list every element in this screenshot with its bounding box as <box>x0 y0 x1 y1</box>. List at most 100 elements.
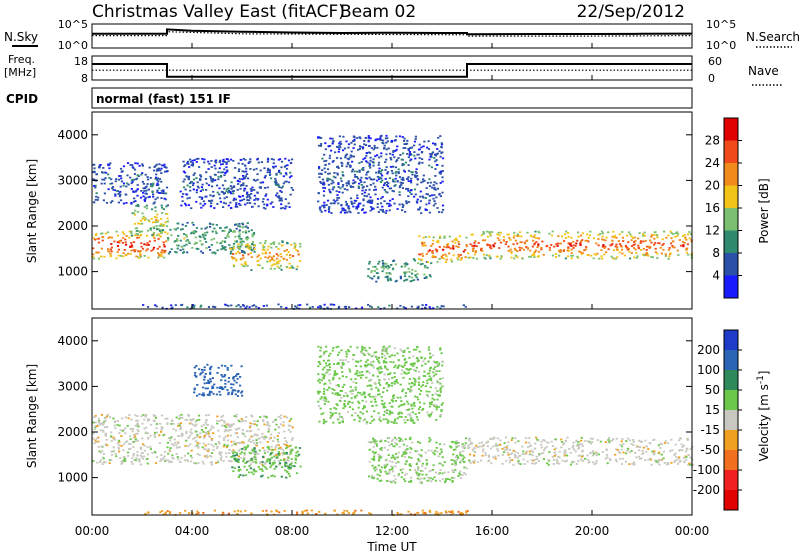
power-cell <box>368 144 371 147</box>
power-cell <box>92 178 95 181</box>
power-cell <box>555 243 558 246</box>
velocity-cell <box>254 461 257 463</box>
power-cell <box>375 272 378 274</box>
power-cell <box>263 176 266 179</box>
velocity-cell <box>638 458 642 460</box>
power-cell <box>280 197 283 200</box>
power-cell <box>214 160 217 163</box>
velocity-cell <box>124 432 127 435</box>
power-cell <box>349 185 352 187</box>
velocity-cell <box>285 462 288 464</box>
power-cell <box>199 305 202 308</box>
power-cell <box>367 170 370 173</box>
velocity-cell <box>402 355 405 357</box>
power-cell <box>432 142 435 145</box>
power-cell <box>488 255 491 258</box>
power-cell <box>635 252 638 254</box>
velocity-cell <box>234 432 237 434</box>
velocity-cell <box>235 457 238 460</box>
power-cell <box>227 187 230 190</box>
power-cell <box>481 239 485 242</box>
power-cell <box>254 197 258 200</box>
power-cell <box>450 258 453 261</box>
velocity-cell <box>408 357 411 359</box>
velocity-cell <box>436 398 439 401</box>
velocity-cell <box>281 451 284 454</box>
velocity-cell <box>149 434 152 437</box>
power-cell <box>381 210 384 213</box>
power-cell <box>362 158 365 161</box>
power-cell <box>376 138 379 141</box>
power-cell <box>248 248 251 250</box>
velocity-cell <box>380 439 383 442</box>
velocity-cell <box>374 395 377 398</box>
power-cell <box>107 164 110 167</box>
power-cell <box>92 247 95 250</box>
velocity-cell <box>118 450 121 453</box>
velocity-cell <box>409 438 412 441</box>
velocity-cell <box>421 473 424 476</box>
velocity-cell <box>415 348 418 351</box>
power-cell <box>352 186 355 188</box>
power-cell <box>108 236 111 239</box>
power-cell <box>338 305 341 308</box>
power-cell <box>452 247 455 250</box>
power-cell <box>550 244 553 246</box>
power-cell <box>482 233 485 235</box>
power-cell <box>285 258 288 261</box>
power-cell <box>407 267 410 270</box>
velocity-cell <box>457 475 460 477</box>
velocity-cell <box>144 414 147 417</box>
power-cell <box>243 252 246 254</box>
velocity-cell <box>147 453 150 456</box>
power-cell <box>227 160 230 163</box>
velocity-cell <box>383 446 386 449</box>
power-cell <box>226 169 229 172</box>
power-cell <box>412 279 416 281</box>
velocity-cell <box>461 454 464 457</box>
velocity-cell <box>208 435 212 438</box>
power-cell <box>137 205 140 208</box>
power-cell <box>612 257 615 260</box>
power-colorbar-swatch <box>724 230 738 253</box>
velocity-cell <box>562 443 565 446</box>
power-cell <box>427 250 430 253</box>
power-cell <box>399 304 402 307</box>
power-cell <box>423 244 426 246</box>
velocity-cell <box>400 372 403 375</box>
velocity-cell <box>551 456 554 458</box>
velocity-cell <box>363 418 366 421</box>
velocity-cell <box>232 470 235 473</box>
power-cell <box>271 256 274 259</box>
power-cell <box>296 265 299 268</box>
velocity-cell <box>365 422 368 425</box>
velocity-cell <box>158 442 161 445</box>
cpid-panel <box>91 87 693 109</box>
velocity-cell <box>208 455 212 457</box>
velocity-cell <box>290 461 293 464</box>
power-cell <box>532 252 535 255</box>
power-cell <box>399 176 402 178</box>
power-cell <box>634 240 637 242</box>
power-cell <box>135 255 138 258</box>
velocity-cell <box>294 454 297 457</box>
power-cell <box>253 199 256 201</box>
power-cell <box>420 241 424 244</box>
velocity-cell <box>180 432 183 435</box>
velocity-cell <box>162 457 165 460</box>
power-cell <box>321 157 324 160</box>
power-cell <box>425 187 428 189</box>
velocity-cell <box>255 434 258 436</box>
power-cell <box>137 250 140 253</box>
power-cell <box>245 167 248 170</box>
power-cell <box>282 257 286 260</box>
velocity-cell <box>191 419 194 421</box>
velocity-cell <box>405 473 408 475</box>
power-cell <box>366 185 369 188</box>
velocity-cell <box>216 460 220 463</box>
velocity-cell <box>357 400 360 403</box>
power-cell <box>372 164 375 167</box>
velocity-cell <box>350 397 353 400</box>
power-cell <box>551 230 554 233</box>
power-cell <box>421 244 424 247</box>
